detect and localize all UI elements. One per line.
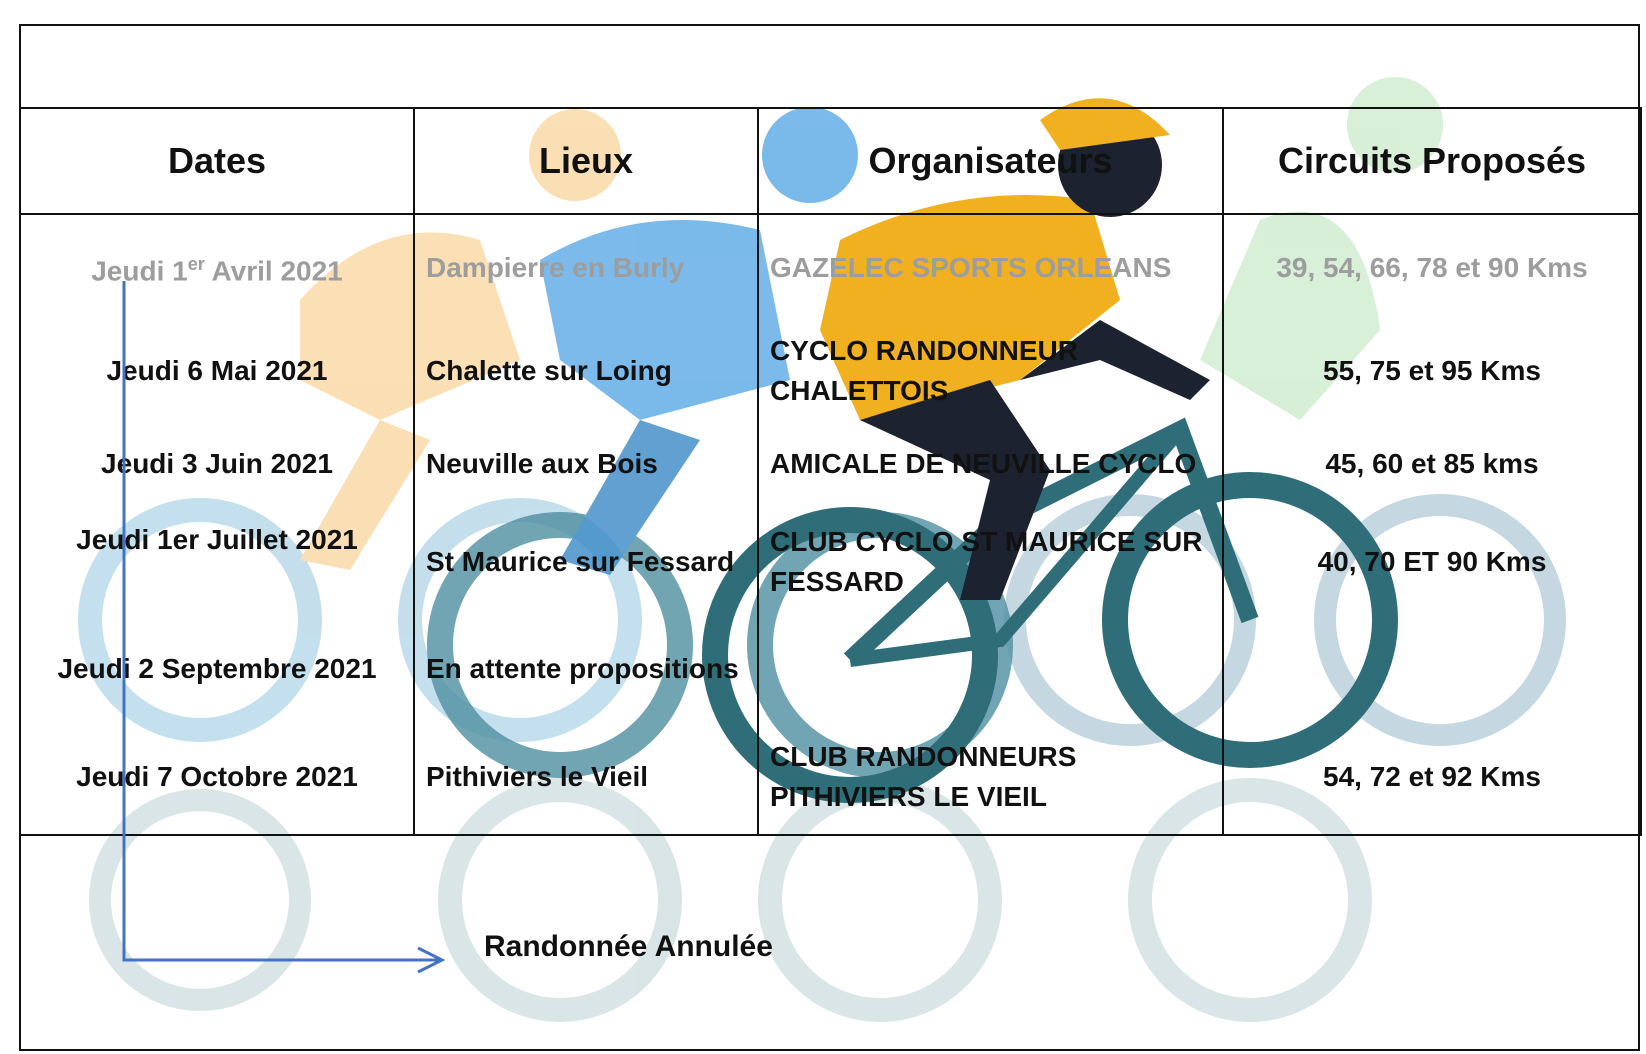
date-cell: Jeudi 1er Juillet 2021 (19, 506, 415, 618)
date-superscript: er (187, 253, 205, 274)
date-cell: Jeudi 7 Octobre 2021 (19, 720, 415, 836)
lieu-cell: Neuville aux Bois (413, 422, 759, 506)
date-cell: Jeudi 2 Septembre 2021 (19, 618, 415, 720)
header-lieux: Lieux (413, 107, 759, 215)
lieu-cell: St Maurice sur Fessard (413, 506, 759, 618)
table-row: Jeudi 2 Septembre 2021 En attente propos… (19, 618, 1642, 720)
organisateur-cell: CLUB RANDONNEURS PITHIVIERS LE VIEIL (757, 720, 1224, 836)
circuits-cell: 45, 60 et 85 kms (1222, 422, 1642, 506)
circuits-cell: 55, 75 et 95 Kms (1222, 320, 1642, 422)
date-text: Jeudi 1 (91, 255, 188, 287)
date-cell: Jeudi 3 Juin 2021 (19, 422, 415, 506)
circuits-cell: 54, 72 et 92 Kms (1222, 720, 1642, 836)
organisateur-cell (757, 618, 1224, 720)
date-cell: Jeudi 6 Mai 2021 (19, 320, 415, 422)
table-row: Jeudi 6 Mai 2021 Chalette sur Loing CYCL… (19, 320, 1642, 422)
header-dates: Dates (19, 107, 415, 215)
date-cell: Jeudi 1er Avril 2021 (19, 214, 415, 320)
circuits-cell (1222, 618, 1642, 720)
table-row: Jeudi 7 Octobre 2021 Pithiviers le Vieil… (19, 720, 1642, 836)
lieu-cell: Dampierre en Burly (413, 214, 759, 320)
lieu-cell: Pithiviers le Vieil (413, 720, 759, 836)
circuits-cell: 40, 70 ET 90 Kms (1222, 506, 1642, 618)
table-row: Jeudi 1er Avril 2021 Dampierre en Burly … (19, 214, 1642, 320)
organisateur-cell: CLUB CYCLO ST MAURICE SUR FESSARD (757, 506, 1224, 618)
table-row: Jeudi 1er Juillet 2021 St Maurice sur Fe… (19, 506, 1642, 618)
lieu-cell: Chalette sur Loing (413, 320, 759, 422)
organisateur-cell: CYCLO RANDONNEUR CHALETTOIS (757, 320, 1224, 422)
table-header-row: Dates Lieux Organisateurs Circuits Propo… (19, 107, 1642, 215)
date-text-rest: Avril 2021 (204, 255, 343, 287)
circuits-cell: 39, 54, 66, 78 et 90 Kms (1222, 214, 1642, 320)
header-organisateurs: Organisateurs (757, 107, 1224, 215)
organisateur-cell: AMICALE DE NEUVILLE CYCLO (757, 422, 1224, 506)
organisateur-cell: GAZELEC SPORTS ORLEANS (757, 214, 1224, 320)
cancelled-legend-label: Randonnée Annulée (484, 930, 773, 963)
table-row: Jeudi 3 Juin 2021 Neuville aux Bois AMIC… (19, 422, 1642, 506)
header-circuits: Circuits Proposés (1222, 107, 1642, 215)
schedule-table: Dates Lieux Organisateurs Circuits Propo… (19, 107, 1642, 836)
lieu-cell: En attente propositions (413, 618, 759, 720)
